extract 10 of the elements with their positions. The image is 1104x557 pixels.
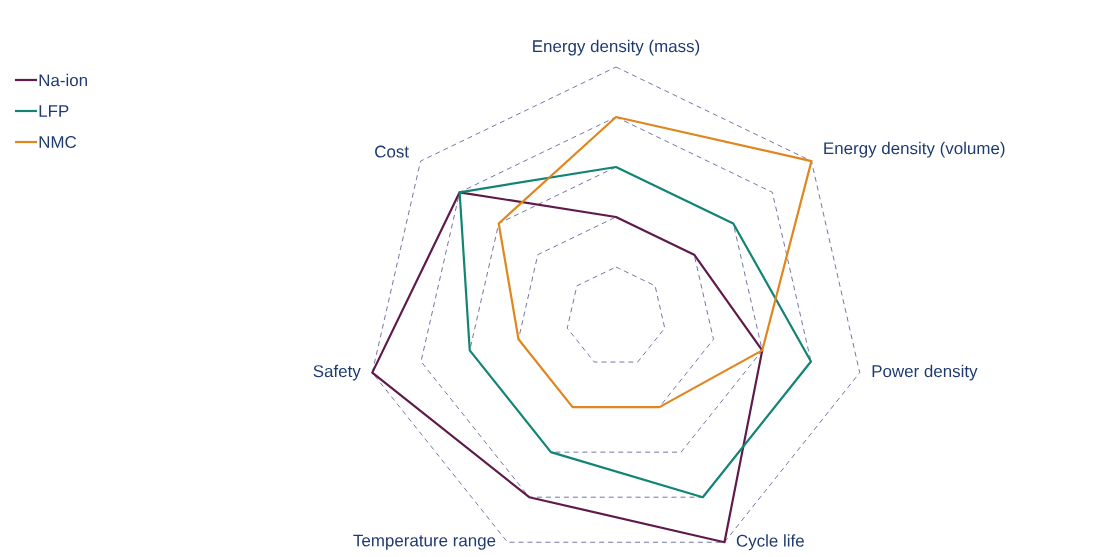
spoke-label: Cost — [375, 145, 409, 158]
spoke-label: Safety — [313, 364, 361, 381]
spoke-label: Cycle life — [736, 534, 804, 551]
spoke-label: Energy density (mass) — [533, 39, 700, 56]
spoke-label: Energy density (volume) — [824, 141, 1005, 158]
spoke-label: Temperature range — [353, 534, 496, 550]
spoke-label: Power density — [872, 364, 978, 381]
legend-label: NMC — [39, 136, 77, 148]
legend-label: Na-ion — [39, 73, 87, 87]
legend-label: LFP — [39, 105, 69, 117]
